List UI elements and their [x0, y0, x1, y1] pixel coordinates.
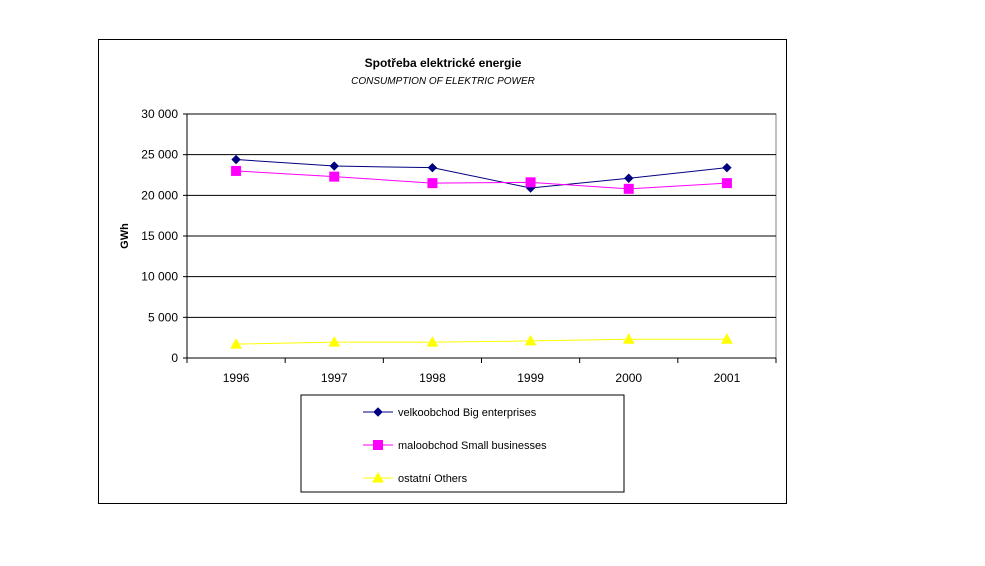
legend-marker	[372, 471, 384, 483]
data-point	[623, 183, 634, 194]
x-tick-label: 1997	[321, 371, 348, 385]
y-tick-label: 10 000	[141, 270, 178, 284]
legend-marker	[373, 407, 383, 417]
legend-label: velkoobchod Big enterprises	[398, 407, 537, 419]
data-point	[230, 338, 242, 349]
x-tick-label: 1996	[223, 371, 250, 385]
y-tick-label: 5 000	[148, 310, 178, 324]
data-point	[427, 162, 438, 173]
data-point	[427, 178, 438, 189]
y-tick-label: 15 000	[141, 229, 178, 243]
data-point	[329, 161, 339, 171]
y-tick-label: 20 000	[141, 188, 178, 202]
series-line	[236, 170, 727, 190]
data-point	[329, 171, 340, 182]
chart-frame: Spotřeba elektrické energie CONSUMPTION …	[98, 39, 787, 504]
data-point	[328, 336, 341, 347]
data-point	[426, 336, 439, 347]
data-point	[722, 162, 732, 173]
legend-label: maloobchod Small businesses	[398, 440, 547, 452]
data-point	[721, 178, 732, 189]
x-tick-label: 1998	[419, 371, 446, 385]
line-chart: Spotřeba elektrické energie CONSUMPTION …	[119, 56, 777, 493]
series-line	[236, 338, 727, 345]
data-point	[525, 177, 536, 188]
y-axis-label: GWh	[119, 223, 131, 249]
legend-label: ostatní Others	[398, 473, 468, 485]
data-point	[624, 173, 634, 183]
chart-subtitle: CONSUMPTION OF ELEKTRIC POWER	[351, 76, 535, 87]
x-tick-label: 2001	[714, 371, 741, 385]
x-tick-label: 2000	[615, 371, 642, 385]
legend-box	[300, 394, 625, 493]
data-point	[231, 165, 242, 176]
legend: velkoobchod Big enterprises maloobchod Sm…	[300, 394, 625, 493]
y-tick-label: 25 000	[141, 148, 178, 162]
data-point	[721, 333, 733, 344]
data-point	[231, 154, 241, 165]
x-tick-label: 1999	[517, 371, 544, 385]
plot-area: 0 5 000 10 000 15 000 20 000 25 000 30 000 1996…	[141, 107, 777, 385]
data-point	[524, 334, 537, 346]
chart-title: Spotřeba elektrické energie	[365, 56, 522, 70]
legend-marker	[373, 440, 383, 450]
series-line	[236, 159, 727, 189]
y-tick-label: 30 000	[141, 107, 178, 121]
y-tick-label: 0	[171, 351, 178, 365]
data-point	[622, 333, 635, 344]
